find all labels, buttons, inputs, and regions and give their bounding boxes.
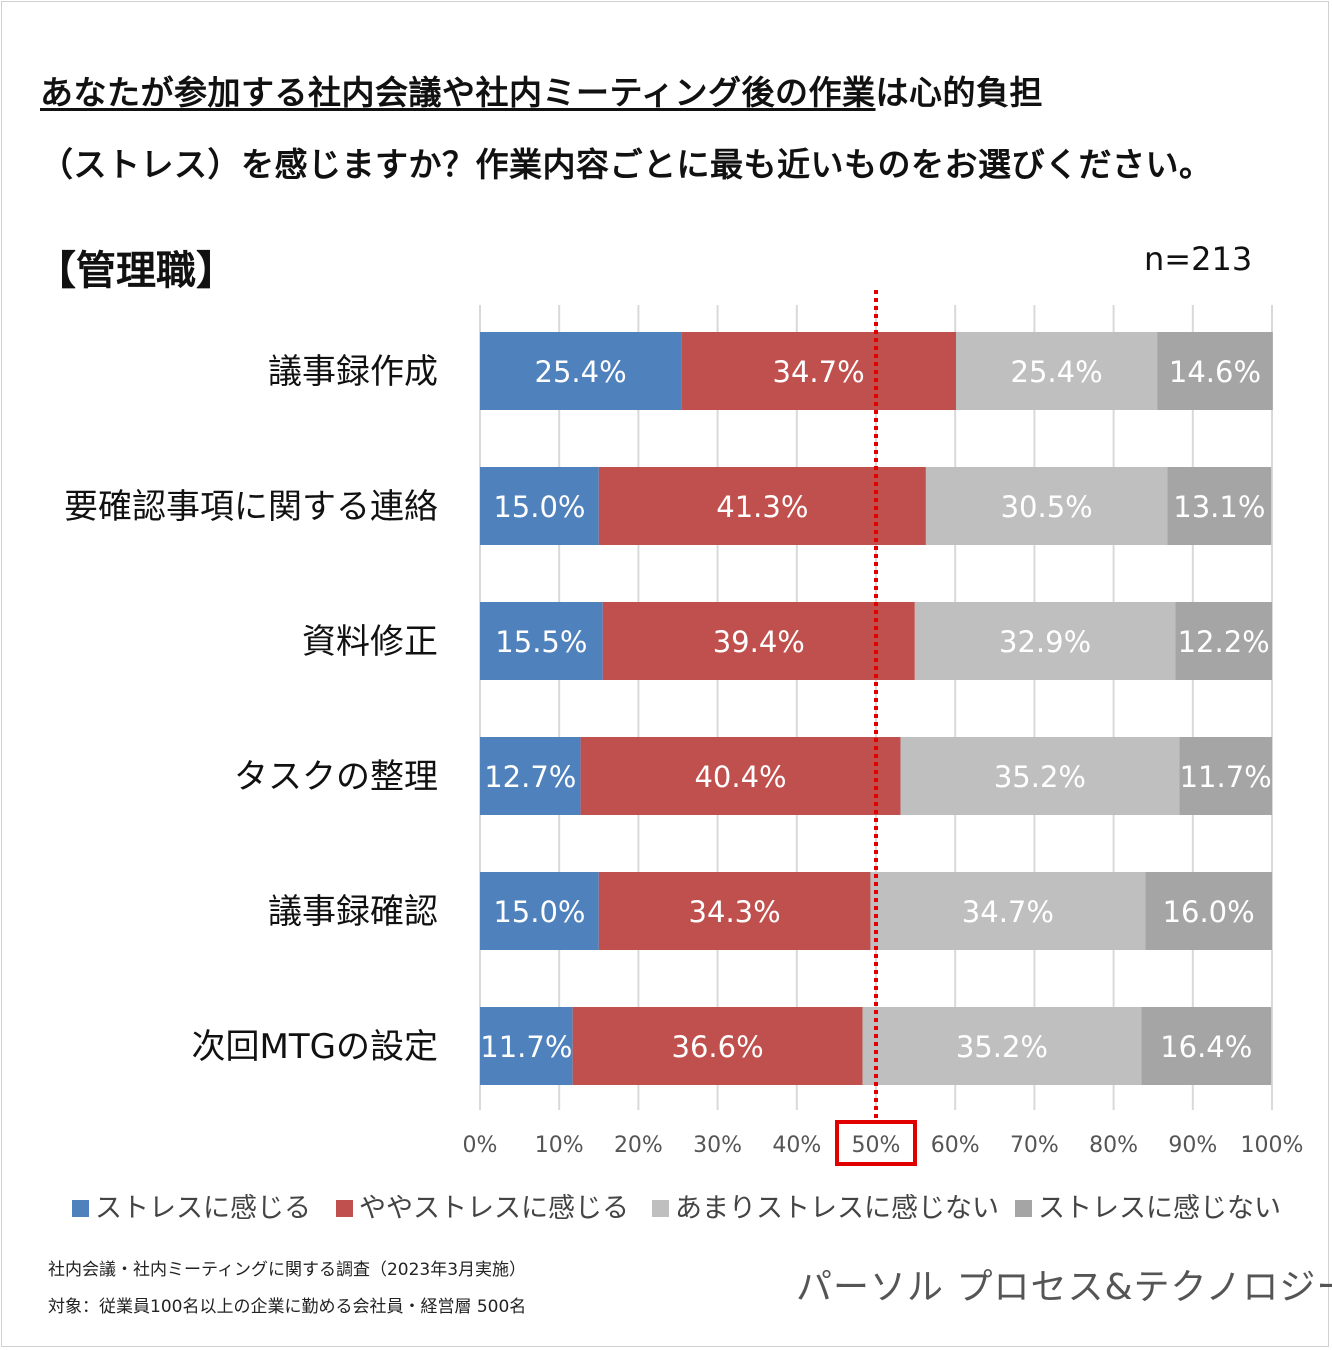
bar-segment [480, 1007, 573, 1085]
data-label: 12.2% [1178, 625, 1270, 659]
data-label: 25.4% [1011, 355, 1103, 389]
data-label: 14.6% [1169, 355, 1261, 389]
x-tick-label: 60% [931, 1133, 980, 1158]
data-label: 12.7% [484, 760, 576, 794]
x-tick-label: 100% [1241, 1133, 1304, 1158]
data-label: 11.7% [480, 1030, 572, 1064]
chart-title-line-1: あなたが参加する社内会議や社内ミーティング後の作業は心的負担 [40, 66, 1043, 114]
bar-segment [862, 1007, 1142, 1085]
data-label: 36.6% [672, 1030, 764, 1064]
bar-segment [480, 872, 599, 950]
x-tick-label: 20% [614, 1133, 663, 1158]
legend-item: あまりストレスに感じない [652, 1186, 999, 1225]
chart-title-line-2: （ストレス）を感じますか？作業内容ごとに最も近いものをお選びください。 [40, 145, 1213, 184]
data-label: 32.9% [999, 625, 1091, 659]
category-label: 要確認事項に関する連絡 [64, 487, 438, 527]
data-label: 15.0% [493, 490, 585, 524]
x-tick-label: 0% [463, 1133, 498, 1158]
footnote-survey: 社内会議・社内ミーティングに関する調査（2023年3月実施） [48, 1260, 527, 1280]
category-label: 議事録作成 [268, 352, 438, 392]
bar-segment [480, 332, 682, 410]
legend-label: あまりストレスに感じない [675, 1193, 999, 1224]
legend-item: ややストレスに感じる [336, 1186, 629, 1225]
x-tick-label: 40% [772, 1133, 821, 1158]
title-underlined-part: あなたが参加する社内会議や社内ミーティング後の作業 [40, 73, 876, 112]
data-label: 15.0% [493, 895, 585, 929]
bar-segment [480, 467, 599, 545]
data-label: 35.2% [956, 1030, 1048, 1064]
company-logo-text: パーソル プロセス&テクノロジー [796, 1267, 1332, 1308]
x-tick-label: 70% [1010, 1133, 1059, 1158]
legend-swatch [336, 1200, 353, 1217]
bar-segment [1145, 872, 1272, 950]
bar-segment [480, 737, 581, 815]
x-tick-label: 90% [1168, 1133, 1217, 1158]
legend-label: ストレスに感じる [95, 1193, 311, 1224]
category-label: 議事録確認 [268, 892, 438, 932]
legend-label: ストレスに感じない [1038, 1193, 1281, 1224]
bar-segment [1179, 737, 1272, 815]
data-label: 13.1% [1173, 490, 1265, 524]
bar-segment [572, 1007, 863, 1085]
subgroup-label: 【管理職】 [36, 248, 236, 294]
bar-segment [870, 872, 1146, 950]
data-label: 39.4% [713, 625, 805, 659]
legend-swatch [652, 1200, 669, 1217]
legend-label: ややストレスに感じる [359, 1193, 629, 1224]
bar-segment [480, 602, 603, 680]
legend-swatch [72, 1200, 89, 1217]
legend-item: ストレスに感じない [1015, 1186, 1281, 1225]
data-label: 41.3% [716, 490, 808, 524]
data-label: 16.0% [1163, 895, 1255, 929]
bar-segment [955, 332, 1158, 410]
x-tick-label: 30% [693, 1133, 742, 1158]
footnote-target: 対象：従業員100名以上の企業に勤める会社員・経営層 500名 [48, 1297, 527, 1317]
bar-segment [1167, 467, 1272, 545]
bar-segment [580, 737, 901, 815]
data-label: 25.4% [535, 355, 627, 389]
data-label: 15.5% [495, 625, 587, 659]
bar-segment [900, 737, 1180, 815]
category-label: タスクの整理 [234, 757, 438, 797]
reference-highlight-box [835, 1120, 917, 1166]
x-tick-label: 10% [535, 1133, 584, 1158]
data-label: 40.4% [694, 760, 786, 794]
sample-size: n=213 [1144, 240, 1253, 278]
data-label: 30.5% [1001, 490, 1093, 524]
stacked-bar-chart: 議事録作成 25.4% 34.7% 25.4% 14.6% 要確認事項に関する連絡 15.0… [64, 290, 1304, 1166]
category-label: 資料修正 [302, 622, 438, 662]
title-rest-part: は心的負担 [875, 73, 1044, 112]
data-label: 34.7% [962, 895, 1054, 929]
bar-segment [1141, 1007, 1272, 1085]
x-tick-label: 50% [852, 1133, 901, 1158]
bar-segment [602, 602, 915, 680]
legend-item: ストレスに感じる [72, 1186, 311, 1225]
bar-segment [598, 872, 871, 950]
bar-segment [914, 602, 1176, 680]
data-label: 11.7% [1180, 760, 1272, 794]
data-label: 16.4% [1160, 1030, 1252, 1064]
data-label: 34.3% [689, 895, 781, 929]
bar-segment [681, 332, 956, 410]
data-label: 34.7% [773, 355, 865, 389]
data-label: 35.2% [994, 760, 1086, 794]
legend-swatch [1015, 1200, 1032, 1217]
bar-segment [925, 467, 1168, 545]
category-label: 次回MTGの設定 [192, 1027, 438, 1067]
bar-segment [1175, 602, 1272, 680]
bar-segment [1157, 332, 1273, 410]
bar-segment [598, 467, 926, 545]
x-tick-label: 80% [1089, 1133, 1138, 1158]
